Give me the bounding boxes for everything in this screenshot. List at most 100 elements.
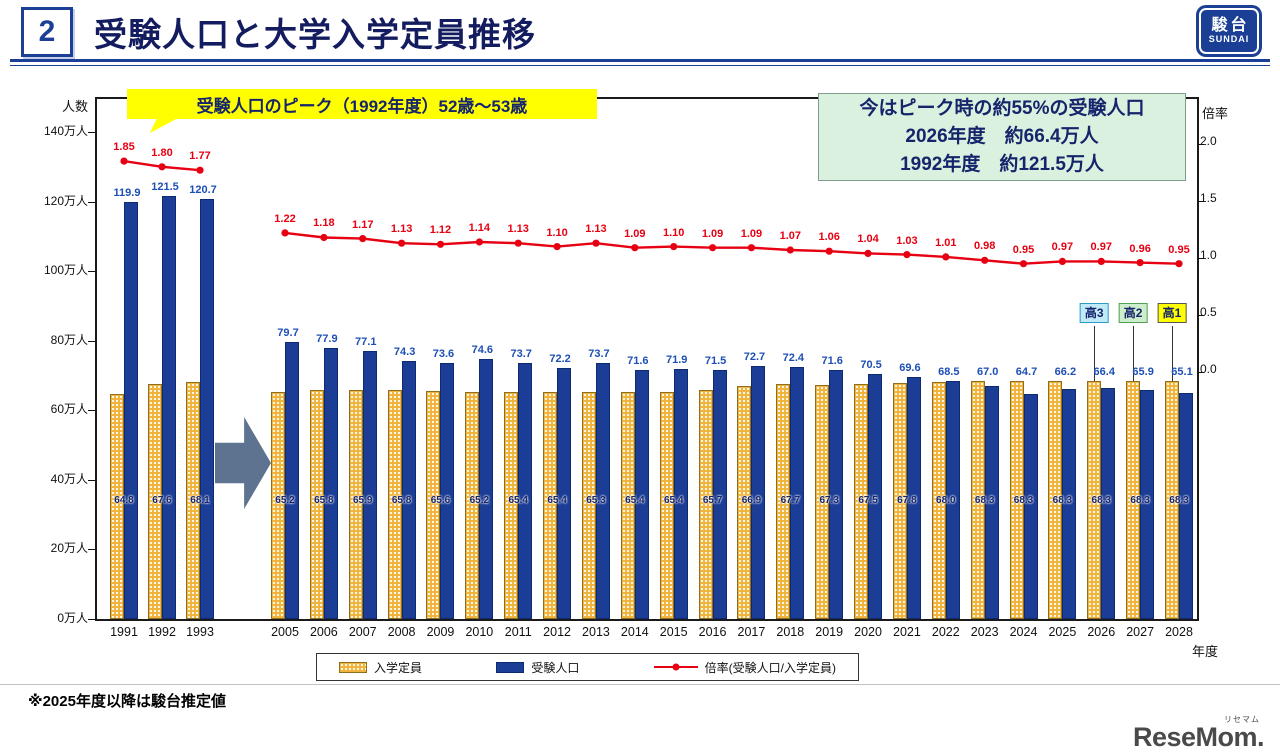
examinees-value-label: 67.0 bbox=[976, 366, 999, 379]
capacity-bar bbox=[892, 383, 907, 619]
chart-legend: 入学定員 受験人口 倍率(受験人口/入学定員) bbox=[316, 653, 859, 681]
x-tick-label: 2020 bbox=[854, 625, 882, 639]
examinees-bar bbox=[162, 196, 176, 619]
info-box-line-3: 1992年度 約121.5万人 bbox=[900, 154, 1104, 175]
capacity-value-label: 67.7 bbox=[780, 495, 801, 506]
examinees-bar bbox=[200, 199, 214, 619]
resemom-ruby: リセマム bbox=[1224, 715, 1260, 724]
right-axis-tick bbox=[1197, 258, 1204, 259]
ratio-value-label: 0.97 bbox=[1051, 241, 1074, 254]
examinees-bar bbox=[1140, 389, 1155, 619]
examinees-bar bbox=[945, 380, 960, 619]
examinees-value-label: 71.6 bbox=[627, 354, 649, 367]
capacity-bar bbox=[504, 391, 519, 619]
examinees-bar bbox=[401, 360, 416, 619]
right-axis-tick-label: 1.0 bbox=[1200, 248, 1217, 262]
left-axis-tick bbox=[88, 201, 95, 203]
capacity-value-label: 64.8 bbox=[114, 495, 134, 506]
left-axis-tick-label: 20万人 bbox=[50, 541, 88, 555]
resemom-wordmark: ReseMom. bbox=[1132, 722, 1265, 752]
ratio-value-label: 1.09 bbox=[624, 227, 646, 240]
capacity-bar bbox=[110, 393, 124, 619]
x-tick-label: 2009 bbox=[426, 625, 455, 639]
capacity-value-label: 65.7 bbox=[702, 495, 723, 506]
x-tick-label: 2027 bbox=[1126, 625, 1155, 639]
x-tick-label: 2008 bbox=[387, 625, 416, 639]
capacity-bar bbox=[348, 389, 363, 619]
ratio-value-label: 1.10 bbox=[662, 226, 685, 239]
examinees-value-label: 65.1 bbox=[1171, 366, 1193, 379]
left-axis-tick-label: 100万人 bbox=[43, 263, 88, 277]
examinees-value-label: 74.3 bbox=[393, 345, 416, 358]
examinees-bar bbox=[518, 362, 533, 619]
right-axis-tick bbox=[1197, 372, 1204, 373]
x-tick-label: 2007 bbox=[348, 625, 377, 639]
x-tick-label: 2006 bbox=[309, 625, 338, 639]
grade-badge-connector bbox=[1133, 326, 1135, 382]
left-axis-tick-label: 60万人 bbox=[50, 402, 88, 416]
x-tick-label: 2018 bbox=[776, 625, 805, 639]
capacity-value-label: 65.6 bbox=[430, 495, 451, 506]
legend-item-examinees: 受験人口 bbox=[496, 659, 579, 676]
plot-layer: 119.9 64.8 1.85 1991 121.5 67.6 1.80 1992 120.7 6… bbox=[88, 99, 1204, 639]
ratio-value-label: 0.95 bbox=[1168, 243, 1190, 256]
examinees-value-label: 121.5 bbox=[151, 181, 179, 194]
ratio-value-label: 1.17 bbox=[352, 218, 374, 231]
examinees-bar bbox=[1023, 393, 1038, 619]
x-tick-label: 2012 bbox=[543, 625, 571, 639]
left-axis-tick-label: 0万人 bbox=[57, 611, 88, 625]
capacity-value-label: 68.1 bbox=[190, 495, 210, 506]
examinees-bar bbox=[790, 367, 805, 619]
capacity-value-label: 67.3 bbox=[819, 495, 839, 506]
examinees-bar bbox=[595, 362, 610, 619]
right-axis-tick-label: 2.0 bbox=[1200, 134, 1217, 148]
examinees-value-label: 72.2 bbox=[549, 352, 571, 365]
x-tick-label: 2022 bbox=[931, 625, 960, 639]
examinees-bar bbox=[634, 369, 649, 619]
capacity-bar bbox=[1048, 381, 1063, 619]
legend-examinees-swatch bbox=[496, 661, 525, 673]
examinees-bar bbox=[751, 366, 766, 619]
capacity-value-label: 68.0 bbox=[936, 495, 956, 506]
capacity-value-label: 68.3 bbox=[974, 495, 995, 506]
examinees-value-label: 64.7 bbox=[1015, 366, 1038, 379]
examinees-bar bbox=[124, 201, 138, 619]
sundai-logo-roman: SUNDAI bbox=[1208, 34, 1250, 44]
left-axis-tick-label: 80万人 bbox=[50, 333, 88, 347]
legend-item-capacity: 入学定員 bbox=[339, 659, 422, 676]
ratio-value-label: 1.13 bbox=[585, 223, 607, 236]
x-tick-label: 2013 bbox=[582, 625, 610, 639]
examinees-bar bbox=[906, 376, 921, 619]
x-tick-label: 2019 bbox=[815, 625, 844, 639]
left-axis-tick bbox=[88, 619, 95, 620]
examinees-value-label: 71.5 bbox=[704, 355, 727, 368]
capacity-value-label: 65.2 bbox=[469, 495, 490, 506]
x-tick-label: 2026 bbox=[1087, 625, 1116, 639]
examinees-value-label: 72.4 bbox=[782, 352, 805, 365]
examinees-value-label: 71.9 bbox=[665, 353, 688, 366]
examinees-bar bbox=[712, 370, 727, 619]
left-axis-tick-label: 120万人 bbox=[43, 194, 88, 208]
examinees-value-label: 73.7 bbox=[588, 347, 610, 360]
ratio-value-label: 0.96 bbox=[1129, 242, 1151, 255]
examinees-value-label: 77.9 bbox=[316, 333, 338, 346]
ratio-value-label: 1.13 bbox=[507, 223, 529, 236]
examinees-value-label: 72.7 bbox=[743, 351, 766, 364]
title-underline-thick bbox=[10, 59, 1270, 62]
left-axis-tick bbox=[88, 410, 95, 412]
left-axis-tick bbox=[88, 479, 95, 481]
capacity-bar bbox=[698, 390, 713, 619]
examinees-bar bbox=[1179, 392, 1193, 619]
resemom-logo: リセマム ReseMom. bbox=[1132, 714, 1265, 752]
legend-capacity-label: 入学定員 bbox=[374, 660, 423, 675]
ratio-value-label: 1.10 bbox=[546, 226, 568, 239]
examinees-bar bbox=[323, 348, 338, 619]
legend-ratio-swatch bbox=[653, 666, 698, 668]
ratio-value-label: 1.03 bbox=[896, 234, 918, 247]
x-tick-label: 2023 bbox=[970, 625, 999, 639]
capacity-value-label: 67.8 bbox=[897, 495, 917, 506]
x-tick-label: 2017 bbox=[737, 625, 766, 639]
ratio-value-label: 1.09 bbox=[701, 227, 724, 240]
examinees-bar bbox=[440, 362, 455, 619]
